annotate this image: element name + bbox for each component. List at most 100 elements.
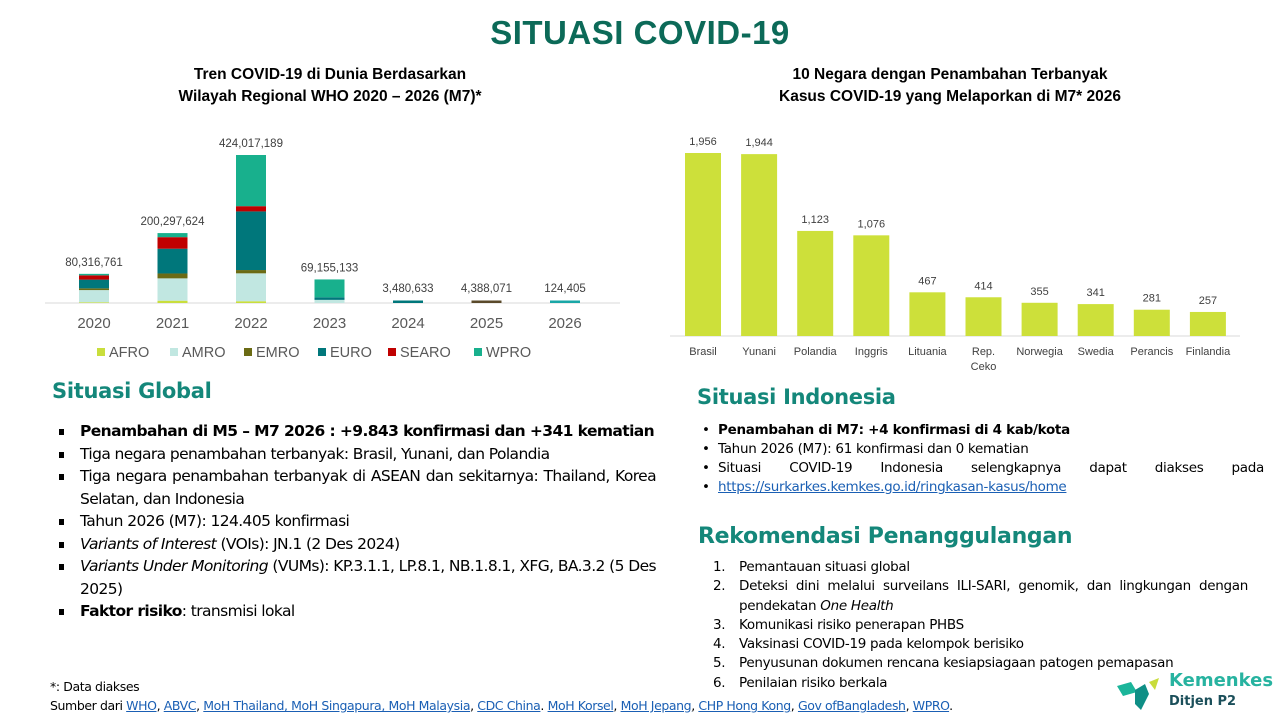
item-number: 5. bbox=[713, 655, 726, 672]
bar-segment-wpro bbox=[314, 279, 345, 298]
legend-swatch-emro bbox=[244, 348, 252, 356]
bar-segment-afro bbox=[157, 300, 188, 303]
global-list: Penambahan di M5 – M7 2026 : +9.843 konf… bbox=[56, 420, 657, 623]
item-text: Tahun 2026 (M7): 124.405 konfirmasi bbox=[80, 512, 350, 530]
value-label: 1,123 bbox=[801, 214, 829, 226]
bar bbox=[909, 292, 946, 336]
bar-segment-euro bbox=[157, 248, 188, 274]
list-item: Penambahan di M7: +4 konfirmasi di 4 kab… bbox=[698, 421, 1264, 440]
bar bbox=[1133, 309, 1170, 336]
chart-title-line: Kasus COVID-19 yang Melaporkan di M7* 20… bbox=[779, 88, 1121, 105]
list-item: 3. Komunikasi risiko penerapan PHBS bbox=[713, 616, 1248, 635]
x-tick-label: Swedia bbox=[1078, 346, 1115, 358]
bar-segment-searo bbox=[236, 206, 266, 212]
item-text: Komunikasi risiko penerapan PHBS bbox=[739, 616, 964, 633]
item-number: 6. bbox=[713, 674, 726, 691]
list-item: Penambahan di M5 – M7 2026 : +9.843 konf… bbox=[56, 420, 656, 443]
item-text: Penilaian risiko berkala bbox=[739, 674, 888, 691]
source-link[interactable]: CHP Hong Kong bbox=[698, 698, 791, 713]
x-tick-label: Polandia bbox=[794, 346, 838, 358]
total-label: 80,316,761 bbox=[65, 257, 123, 269]
bar bbox=[853, 235, 890, 336]
source-link[interactable]: CDC China bbox=[477, 698, 541, 713]
x-tick-label: 2026 bbox=[548, 315, 581, 332]
chart-title-left: Tren COVID-19 di Dunia Berdasarkan Wilay… bbox=[40, 64, 620, 108]
global-heading: Situasi Global bbox=[52, 379, 212, 403]
legend-swatch-amro bbox=[170, 348, 178, 356]
rekomendasi-list: 1. Pemantauan situasi global 2. Deteksi din… bbox=[713, 558, 1248, 693]
x-tick-label: 2021 bbox=[156, 315, 189, 332]
source-link[interactable]: WHO bbox=[126, 698, 157, 713]
list-item: 4. Vaksinasi COVID-19 pada kelompok beris… bbox=[713, 635, 1248, 654]
legend-swatch-euro bbox=[318, 348, 326, 356]
source-link[interactable]: MoH Jepang bbox=[620, 698, 692, 713]
chart-title-line: 10 Negara dengan Penambahan Terbanyak bbox=[792, 66, 1108, 83]
bar-segment-wpro bbox=[236, 155, 266, 207]
list-item: Tahun 2026 (M7): 124.405 konfirmasi bbox=[56, 510, 656, 533]
list-item: 1. Pemantauan situasi global bbox=[713, 558, 1248, 577]
list-item: 2. Deteksi dini melalui surveilans ILI-SA… bbox=[713, 577, 1248, 616]
list-item: 5. Penyusunan dokumen rencana kesiapsiaga… bbox=[713, 654, 1248, 673]
value-label: 467 bbox=[918, 275, 936, 287]
bar-segment-euro bbox=[314, 297, 345, 300]
source-link[interactable]: MoH Thailand, MoH Singapura, MoH Malaysi… bbox=[203, 698, 471, 713]
bar-segment-searo bbox=[79, 275, 109, 280]
list-item: 6. Penilaian risiko berkala bbox=[713, 674, 1248, 693]
value-label: 414 bbox=[974, 280, 992, 292]
x-tick-label: Lituania bbox=[908, 346, 947, 358]
list-item: Tiga negara penambahan terbanyak di ASEA… bbox=[56, 465, 657, 510]
item-text: Vaksinasi COVID-19 pada kelompok berisik… bbox=[739, 636, 1024, 653]
x-tick-label: Rep. bbox=[972, 346, 995, 358]
x-tick-label: 2025 bbox=[470, 315, 503, 332]
x-tick-label: Perancis bbox=[1130, 346, 1173, 358]
indonesia-item-text: Tahun 2026 (M7): 61 konfirmasi dan 0 kem… bbox=[718, 441, 1029, 457]
x-tick-label: Finlandia bbox=[1186, 346, 1232, 358]
bold-text: Penambahan di M5 – M7 2026 : +9.843 konf… bbox=[80, 422, 655, 440]
footer-sources: Sumber dari WHO, ABVC, MoH Thailand, MoH… bbox=[50, 696, 953, 715]
bar bbox=[1021, 302, 1058, 336]
separator: , bbox=[196, 698, 204, 713]
total-label: 69,155,133 bbox=[301, 262, 359, 274]
separator: . bbox=[540, 698, 548, 713]
rekomendasi-heading: Rekomendasi Penanggulangan bbox=[698, 524, 1073, 549]
source-link[interactable]: MoH Korsel bbox=[547, 698, 614, 713]
value-label: 281 bbox=[1143, 293, 1161, 305]
italic-text: Variants of Interest bbox=[80, 534, 217, 553]
value-label: 355 bbox=[1030, 286, 1048, 298]
bar bbox=[1189, 311, 1226, 336]
value-label: 1,076 bbox=[858, 218, 886, 230]
total-label: 424,017,189 bbox=[219, 138, 283, 150]
footer-note: *: Data diakses bbox=[50, 679, 140, 694]
bar bbox=[685, 153, 721, 336]
item-text: Deteksi dini melalui surveilans ILI-SARI… bbox=[739, 578, 1248, 614]
source-link[interactable]: Gov ofBangladesh bbox=[797, 698, 906, 713]
item-text: Tiga negara penambahan terbanyak di ASEA… bbox=[80, 467, 657, 508]
x-tick-label: Yunani bbox=[742, 346, 776, 358]
separator: , bbox=[905, 698, 913, 713]
bar bbox=[965, 297, 1002, 336]
legend-label-wpro: WPRO bbox=[486, 345, 531, 361]
bar bbox=[741, 154, 778, 336]
surkarkes-link[interactable]: https://surkarkes.kemkes.go.id/ringkasan… bbox=[718, 479, 1067, 495]
bar-segment-amro bbox=[157, 278, 188, 301]
legend-label-searo: SEARO bbox=[400, 345, 451, 361]
bar bbox=[797, 230, 834, 336]
chart-title-line: Tren COVID-19 di Dunia Berdasarkan bbox=[193, 66, 467, 83]
bar-segment-emro bbox=[157, 273, 188, 279]
legend-swatch-afro bbox=[97, 348, 105, 356]
separator: , bbox=[790, 698, 798, 713]
legend-swatch-wpro bbox=[474, 348, 482, 356]
stacked-bar-chart-regional: 80,316,761 2020 200,297,624 2021 424,017,189… bbox=[45, 138, 620, 361]
separator: . bbox=[949, 698, 953, 713]
bar-segment-amro bbox=[314, 299, 345, 303]
item-number: 3. bbox=[713, 616, 726, 633]
bar-segment-euro bbox=[79, 279, 109, 289]
source-link[interactable]: ABVC bbox=[163, 698, 197, 713]
item-text: (VUMs): KP.3.1.1, LP.8.1, NB.1.8.1, XFG,… bbox=[80, 557, 657, 598]
x-tick-label: 2023 bbox=[313, 315, 346, 332]
total-label: 3,480,633 bbox=[382, 283, 433, 295]
item-text: Penyusunan dokumen rencana kesiapsiagaan… bbox=[739, 655, 1174, 672]
value-label: 1,944 bbox=[745, 137, 773, 149]
item-number: 4. bbox=[713, 636, 726, 653]
source-link[interactable]: WPRO bbox=[912, 698, 950, 713]
